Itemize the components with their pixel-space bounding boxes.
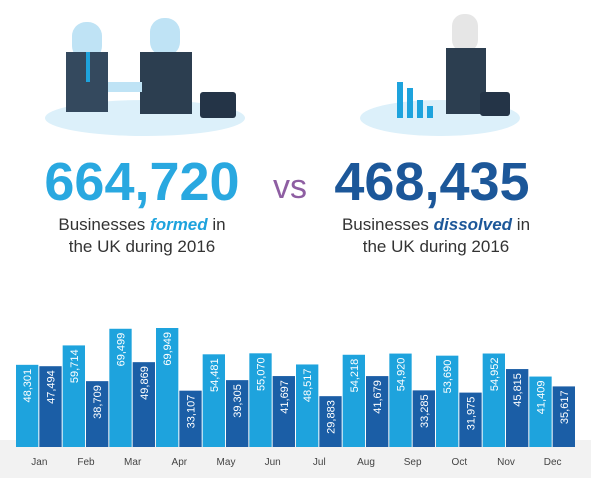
bar <box>249 353 272 447</box>
handshake-illustration <box>45 18 245 136</box>
value-label: 55,070 <box>256 357 268 391</box>
versus: vs <box>273 168 307 206</box>
bar <box>179 390 202 447</box>
bar <box>296 364 319 447</box>
value-label: 38,709 <box>92 385 104 419</box>
value-label: 33,107 <box>186 395 198 429</box>
bar <box>342 354 365 447</box>
value-label: 48,301 <box>22 369 34 403</box>
value-label: 69,949 <box>162 332 174 366</box>
bar <box>226 380 249 447</box>
bar <box>482 353 505 447</box>
value-label: 35,617 <box>559 390 571 424</box>
value-label: 31,975 <box>466 397 478 431</box>
bar <box>552 386 575 447</box>
x-tick-label: Jul <box>313 457 326 468</box>
value-label: 33,285 <box>419 394 431 428</box>
bar <box>272 376 295 447</box>
value-label: 39,305 <box>232 384 244 418</box>
bar <box>62 345 85 447</box>
bar <box>506 369 529 447</box>
bar <box>109 328 132 447</box>
value-label: 69,499 <box>116 333 128 367</box>
value-label: 54,481 <box>209 358 221 392</box>
bar <box>86 381 109 447</box>
value-label: 47,494 <box>46 370 58 404</box>
x-tick-label: Sep <box>404 457 422 468</box>
dissolved-caption: Businesses dissolved in <box>342 215 530 234</box>
caption-text: Businesses <box>342 215 429 234</box>
value-label: 53,690 <box>442 360 454 394</box>
dissolved-total: 468,435 <box>334 152 529 212</box>
caption-text: in <box>517 215 530 234</box>
bar <box>412 390 435 447</box>
value-label: 45,815 <box>512 373 524 407</box>
value-label: 41,679 <box>372 380 384 414</box>
bar <box>319 396 342 447</box>
value-label: 59,714 <box>69 349 81 383</box>
caption-emphasis: formed <box>150 215 208 234</box>
bar <box>202 354 225 447</box>
x-tick-label: Jun <box>265 457 281 468</box>
bar <box>389 353 412 447</box>
formed-caption-line2: the UK during 2016 <box>69 237 216 256</box>
bar <box>132 362 155 447</box>
x-tick-label: Feb <box>77 457 95 468</box>
bar <box>459 392 482 447</box>
x-tick-label: Aug <box>357 457 375 468</box>
dissolved-caption-line2: the UK during 2016 <box>363 237 510 256</box>
value-label: 41,409 <box>536 381 548 415</box>
x-tick-label: Nov <box>497 457 515 468</box>
bar <box>436 355 459 447</box>
value-label: 54,952 <box>489 358 501 392</box>
bar <box>366 376 389 447</box>
bar-chart: Jan 48,301 47,494 Feb 59,714 38,709 Mar 69,499 4… <box>16 328 575 468</box>
value-label: 29,883 <box>326 400 338 434</box>
bar <box>16 364 39 447</box>
x-tick-label: Dec <box>544 457 562 468</box>
caption-emphasis: dissolved <box>434 215 513 234</box>
value-label: 54,218 <box>349 359 361 393</box>
x-tick-label: Oct <box>452 457 468 468</box>
bar <box>529 376 552 447</box>
x-tick-label: Apr <box>172 457 188 468</box>
formed-caption: Businesses formed in <box>58 215 225 234</box>
bar <box>156 328 179 447</box>
x-tick-label: Mar <box>124 457 142 468</box>
formed-total: 664,720 <box>44 152 239 212</box>
caption-text: Businesses <box>58 215 145 234</box>
dissolve-illustration <box>360 14 520 136</box>
value-label: 49,869 <box>139 366 151 400</box>
value-label: 41,697 <box>279 380 291 414</box>
x-tick-label: May <box>217 457 236 468</box>
value-label: 54,920 <box>396 358 408 392</box>
bar <box>39 366 62 447</box>
value-label: 48,517 <box>302 368 314 402</box>
x-tick-label: Jan <box>31 457 47 468</box>
caption-text: in <box>212 215 225 234</box>
